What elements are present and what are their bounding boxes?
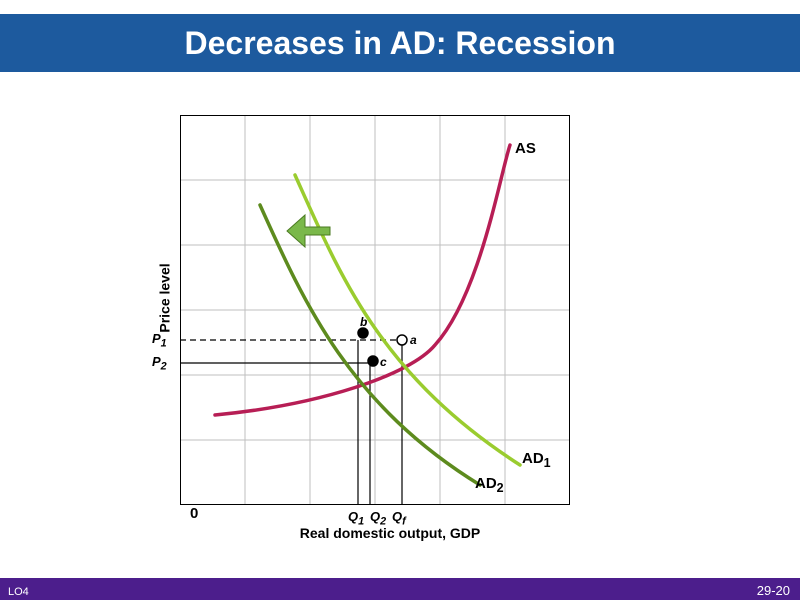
title-bar: Decreases in AD: Recession [0,14,800,72]
y-tick-P2: P2 [152,354,167,373]
y-axis-label: Price level [157,263,173,332]
x-tick-Qf: Qf [392,509,406,528]
curve-label-ad2: AD2 [475,475,504,495]
footer-bar [0,578,800,600]
x-axis-label: Real domestic output, GDP [260,525,520,541]
slide-title: Decreases in AD: Recession [184,25,615,62]
x-tick-Q2: Q2 [370,509,386,528]
chart-svg [180,115,570,505]
point-label-c: c [380,355,387,369]
chart-area [180,115,570,505]
curve-label-ad1: AD1 [522,450,551,470]
x-tick-Q1: Q1 [348,509,364,528]
point-label-a: a [410,333,417,347]
page-number: 29-20 [757,583,790,598]
y-tick-P1: P1 [152,331,167,350]
learning-objective-badge: LO4 [4,586,33,598]
origin-label: 0 [190,505,198,522]
curve-label-as: AS [515,140,536,157]
point-label-b: b [360,315,367,329]
